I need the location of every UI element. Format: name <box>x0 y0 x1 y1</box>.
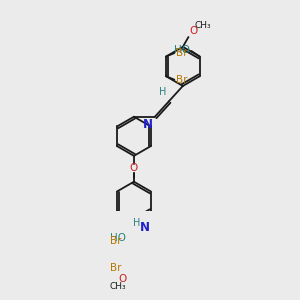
Text: O: O <box>189 26 197 36</box>
Text: HO: HO <box>110 233 126 243</box>
Text: Br: Br <box>110 236 122 246</box>
Text: O: O <box>118 274 127 284</box>
Text: Br: Br <box>110 263 122 273</box>
Text: HO: HO <box>174 45 190 55</box>
Text: O: O <box>130 164 138 173</box>
Text: H: H <box>159 87 166 97</box>
Text: H: H <box>133 218 140 228</box>
Text: CH₃: CH₃ <box>109 282 126 291</box>
Text: N: N <box>143 118 153 131</box>
Text: CH₃: CH₃ <box>195 21 212 30</box>
Text: Br: Br <box>176 75 187 85</box>
Text: Br: Br <box>176 48 187 58</box>
Text: N: N <box>140 221 150 234</box>
